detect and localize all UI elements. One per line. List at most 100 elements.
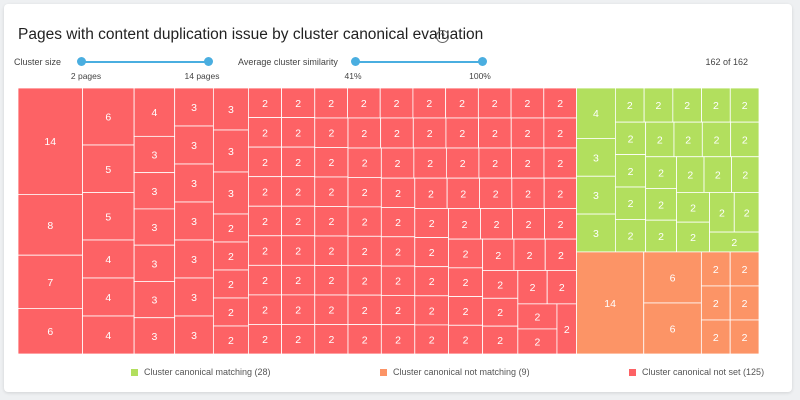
treemap-cell-matching[interactable]: [615, 154, 647, 188]
treemap-cell-not-set[interactable]: [414, 177, 448, 209]
treemap-cell-not-matching[interactable]: [576, 251, 645, 354]
treemap-cell-not-set[interactable]: [174, 315, 214, 354]
treemap-cell-not-set[interactable]: [133, 244, 176, 282]
treemap-cell-not-set[interactable]: [414, 324, 449, 354]
treemap-cell-matching[interactable]: [645, 121, 675, 158]
treemap-cell-not-set[interactable]: [18, 194, 83, 256]
similarity-slider-track[interactable]: [357, 61, 485, 63]
treemap-cell-not-set[interactable]: [511, 147, 545, 179]
treemap-cell-not-set[interactable]: [512, 208, 545, 240]
treemap-cell-not-set[interactable]: [347, 177, 382, 208]
cluster-size-max-handle[interactable]: [204, 57, 213, 66]
treemap-cell-matching[interactable]: [643, 88, 674, 123]
treemap-cell-not-set[interactable]: [414, 295, 449, 326]
treemap-cell-not-set[interactable]: [414, 208, 449, 238]
treemap-cell-not-set[interactable]: [448, 267, 484, 297]
treemap-cell-not-set[interactable]: [248, 264, 282, 296]
treemap-cell-not-set[interactable]: [448, 296, 484, 326]
treemap-cell-matching[interactable]: [701, 121, 732, 158]
treemap-cell-not-set[interactable]: [174, 163, 214, 203]
treemap-cell-not-set[interactable]: [212, 297, 249, 327]
treemap-cell-matching[interactable]: [676, 156, 705, 193]
treemap-cell-not-set[interactable]: [517, 270, 548, 305]
treemap-cell-not-set[interactable]: [517, 328, 558, 354]
treemap-cell-not-set[interactable]: [174, 125, 214, 165]
treemap-cell-not-set[interactable]: [477, 88, 512, 119]
treemap-cell-matching[interactable]: [730, 121, 759, 158]
treemap-cell-not-set[interactable]: [82, 239, 135, 279]
treemap-cell-not-set[interactable]: [133, 281, 176, 319]
treemap-cell-not-set[interactable]: [448, 324, 484, 354]
treemap-cell-not-set[interactable]: [448, 238, 484, 269]
treemap-cell-not-set[interactable]: [513, 238, 546, 271]
treemap-cell-not-set[interactable]: [546, 270, 577, 305]
treemap-cell-matching[interactable]: [615, 88, 645, 123]
treemap-cell-matching[interactable]: [576, 213, 616, 253]
treemap-cell-not-set[interactable]: [414, 237, 449, 268]
treemap-cell-matching[interactable]: [676, 221, 710, 253]
legend-item-not-matching[interactable]: Cluster canonical not matching (9): [380, 366, 530, 378]
treemap-cell-not-set[interactable]: [413, 147, 447, 179]
treemap-cell-not-set[interactable]: [478, 117, 512, 149]
treemap-cell-not-set[interactable]: [510, 88, 545, 119]
treemap-cell-not-set[interactable]: [82, 277, 135, 317]
treemap-cell-not-set[interactable]: [281, 235, 316, 266]
treemap-cell-not-set[interactable]: [281, 117, 316, 148]
treemap-cell-not-set[interactable]: [281, 324, 316, 354]
treemap-cell-not-matching[interactable]: [729, 285, 759, 321]
treemap-cell-not-set[interactable]: [133, 135, 176, 174]
treemap-cell-not-set[interactable]: [82, 88, 135, 146]
treemap-cell-not-set[interactable]: [133, 172, 176, 210]
treemap-cell-not-matching[interactable]: [729, 251, 759, 287]
treemap-cell-not-set[interactable]: [133, 208, 176, 246]
treemap-cell-not-set[interactable]: [543, 117, 577, 149]
treemap-cell-not-matching[interactable]: [643, 302, 702, 354]
treemap-cell-not-set[interactable]: [347, 206, 382, 237]
cluster-size-slider-track[interactable]: [82, 61, 212, 63]
treemap-cell-not-set[interactable]: [482, 270, 519, 299]
question-circle-icon[interactable]: ?: [436, 30, 449, 43]
treemap-cell-not-set[interactable]: [212, 88, 249, 131]
treemap-cell-not-set[interactable]: [347, 88, 381, 119]
treemap-cell-not-set[interactable]: [448, 208, 481, 240]
treemap-cell-not-set[interactable]: [480, 208, 513, 240]
treemap-cell-not-set[interactable]: [281, 264, 316, 296]
treemap-cell-matching[interactable]: [615, 121, 647, 155]
treemap-cell-not-set[interactable]: [18, 88, 83, 195]
legend-item-matching[interactable]: Cluster canonical matching (28): [131, 366, 271, 378]
treemap-cell-matching[interactable]: [645, 188, 677, 221]
treemap-cell-not-set[interactable]: [380, 324, 416, 354]
treemap-cell-not-set[interactable]: [82, 315, 135, 354]
treemap-cell-not-set[interactable]: [212, 269, 249, 299]
treemap-cell-not-set[interactable]: [314, 265, 349, 296]
treemap-cell-matching[interactable]: [615, 219, 647, 253]
treemap-cell-not-matching[interactable]: [643, 251, 702, 304]
cluster-size-min-handle[interactable]: [77, 57, 86, 66]
treemap-cell-not-set[interactable]: [212, 241, 249, 271]
legend-item-not-set[interactable]: Cluster canonical not set (125): [629, 366, 764, 378]
treemap-cell-not-set[interactable]: [212, 171, 249, 215]
treemap-cell-not-set[interactable]: [445, 88, 479, 119]
treemap-cell-not-set[interactable]: [248, 205, 282, 237]
treemap-cell-not-set[interactable]: [314, 176, 349, 207]
similarity-max-handle[interactable]: [478, 57, 487, 66]
treemap-cell-not-set[interactable]: [314, 294, 349, 325]
treemap-cell-matching[interactable]: [576, 88, 616, 139]
treemap-cell-not-set[interactable]: [82, 192, 135, 241]
treemap-cell-not-set[interactable]: [281, 294, 316, 325]
treemap-cell-not-set[interactable]: [248, 176, 282, 207]
treemap-cell-matching[interactable]: [645, 156, 677, 189]
treemap-cell-not-set[interactable]: [212, 213, 249, 243]
treemap-cell-matching[interactable]: [733, 192, 759, 233]
treemap-cell-not-set[interactable]: [18, 254, 83, 309]
treemap-cell-not-set[interactable]: [412, 117, 447, 149]
treemap-cell-not-set[interactable]: [347, 294, 382, 325]
similarity-min-handle[interactable]: [351, 57, 360, 66]
treemap-cell-matching[interactable]: [676, 192, 710, 223]
treemap-cell-not-set[interactable]: [380, 117, 414, 149]
treemap-cell-not-set[interactable]: [347, 235, 382, 267]
treemap-cell-not-set[interactable]: [380, 294, 416, 326]
treemap-cell-not-set[interactable]: [281, 205, 316, 237]
treemap-cell-not-set[interactable]: [445, 117, 479, 149]
treemap-cell-not-set[interactable]: [18, 307, 83, 354]
